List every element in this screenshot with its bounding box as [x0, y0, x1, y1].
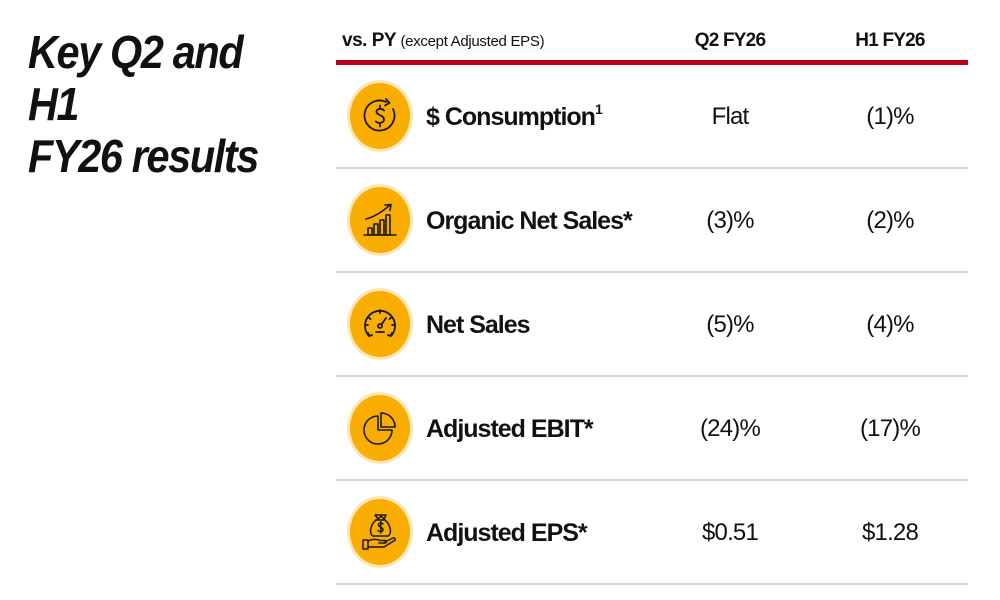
- q2-value: Flat: [711, 103, 750, 130]
- table-row: Adjusted EBIT* (24)% (17)%: [336, 377, 968, 481]
- dollar-cycle-icon: [350, 83, 410, 149]
- metric-name: Adjusted EPS*: [426, 519, 588, 547]
- q2-value: (3)%: [706, 207, 754, 234]
- column-header-h1: H1 FY26: [855, 30, 925, 51]
- page-title: Key Q2 and H1 FY26 results: [28, 26, 298, 182]
- metric-name: Adjusted EBIT*: [426, 415, 594, 443]
- pie-chart-icon: [350, 395, 410, 461]
- page-title-line-2: FY26 results: [28, 130, 259, 182]
- h1-value: $1.28: [861, 519, 919, 546]
- table-row: $ Consumption1 Flat (1)%: [336, 65, 968, 169]
- table-header: vs. PY (except Adjusted EPS) Q2 FY26 H1 …: [336, 24, 968, 60]
- q2-value: (24)%: [699, 415, 761, 442]
- header-divider: [336, 60, 968, 65]
- money-bag-hand-icon: [350, 499, 410, 565]
- q2-value: $0.51: [701, 519, 759, 546]
- footnote-marker: 1: [594, 101, 603, 117]
- results-table: vs. PY (except Adjusted EPS) Q2 FY26 H1 …: [336, 24, 968, 585]
- comparison-sublabel: (except Adjusted EPS): [400, 33, 545, 50]
- speedometer-icon: [350, 291, 410, 357]
- q2-value: (5)%: [706, 311, 754, 338]
- page-title-line-1: Key Q2 and H1: [28, 26, 244, 130]
- table-row: Organic Net Sales* (3)% (2)%: [336, 169, 968, 273]
- column-header-q2: Q2 FY26: [694, 30, 766, 51]
- metric-name: Organic Net Sales*: [426, 207, 633, 235]
- table-row: Net Sales (5)% (4)%: [336, 273, 968, 377]
- h1-value: (1)%: [866, 103, 914, 130]
- metric-name: $ Consumption1: [426, 101, 603, 131]
- h1-value: (2)%: [866, 207, 914, 234]
- metric-name: Net Sales: [426, 311, 531, 339]
- growth-chart-icon: [350, 187, 410, 253]
- h1-value: (17)%: [859, 415, 921, 442]
- h1-value: (4)%: [866, 311, 914, 338]
- table-row: Adjusted EPS* $0.51 $1.28: [336, 481, 968, 585]
- comparison-label: vs. PY (except Adjusted EPS): [342, 30, 545, 51]
